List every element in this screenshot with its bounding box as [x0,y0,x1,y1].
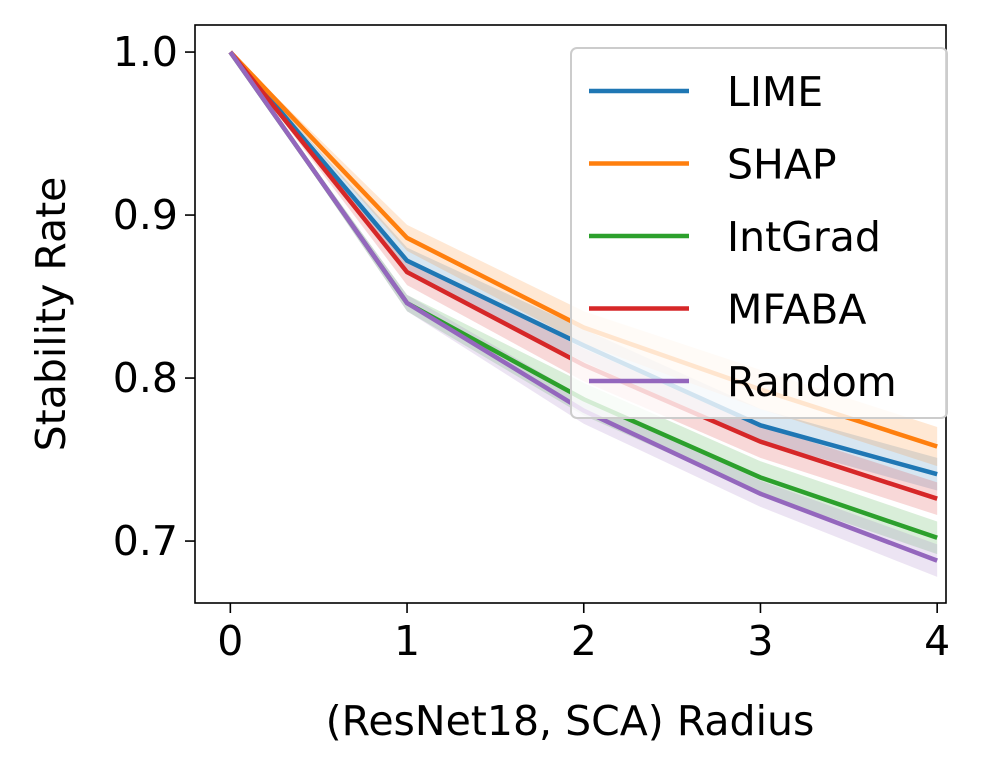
band-mfaba [230,52,938,515]
x-tick-label: 0 [217,617,243,665]
x-axis: 0 1 2 3 4 [217,603,950,665]
band-intgrad [230,52,938,555]
x-tick-label: 3 [747,617,773,665]
y-axis: 0.7 0.8 0.9 1.0 [113,28,195,565]
legend: LIME SHAP IntGrad MFABA Random [570,47,948,419]
band-random [230,52,938,577]
x-axis-label: (ResNet18, SCA) Radius [326,697,815,745]
y-tick-label: 0.9 [113,191,178,239]
y-tick-label: 0.8 [113,354,178,402]
legend-label-shap: SHAP [727,141,837,189]
y-tick-label: 0.7 [113,517,178,565]
legend-label-mfaba: MFABA [727,286,866,334]
x-tick-label: 1 [394,617,420,665]
legend-label-lime: LIME [727,68,823,116]
band-lime [230,52,938,491]
x-tick-label: 4 [924,617,950,665]
y-tick-label: 1.0 [113,28,178,76]
y-axis-label: Stability Rate [27,177,75,452]
legend-label-random: Random [727,358,897,406]
legend-label-intgrad: IntGrad [727,213,881,261]
x-tick-label: 2 [571,617,597,665]
legend-box [570,47,948,419]
